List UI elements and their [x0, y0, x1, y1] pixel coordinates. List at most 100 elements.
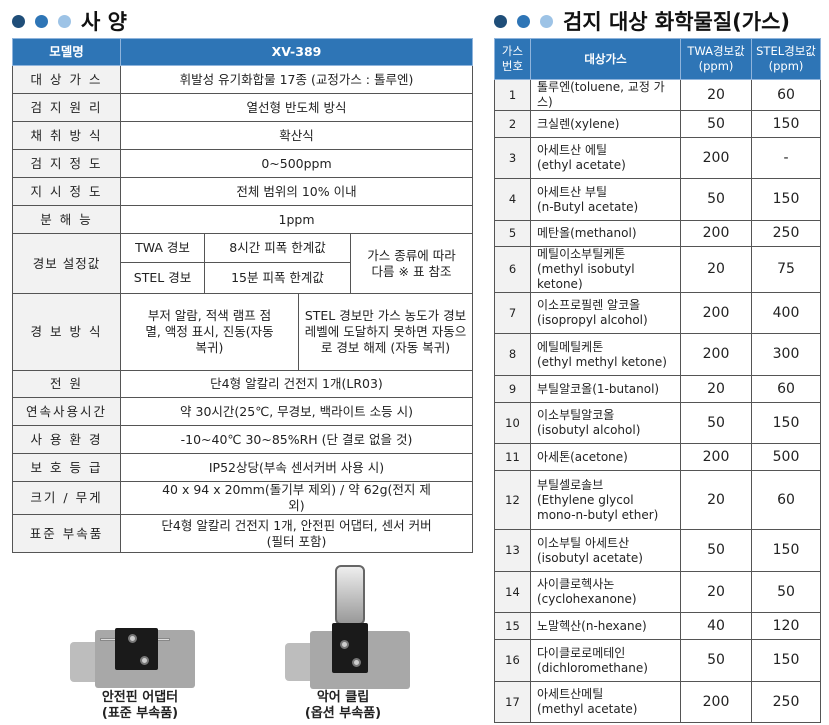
stel-value: 150 — [751, 110, 821, 138]
gas-row: 7 이소프로필렌 알코올 (isopropyl alcohol) 200 400 — [494, 292, 821, 334]
col-header-gas: 대상가스 — [530, 38, 681, 80]
twa-value: 40 — [680, 612, 752, 640]
spec-value: 약 30시간(25℃, 무경보, 백라이트 소등 시) — [120, 397, 473, 426]
dot-icon — [517, 14, 530, 28]
gas-name: 아세트산 에틸 (ethyl acetate) — [530, 137, 681, 179]
spec-title-text: 사 양 — [81, 10, 127, 34]
gas-name-ko: 에틸메틸케톤 — [537, 339, 604, 354]
spec-value: 휘발성 유기화합물 17종 (교정가스 : 톨루엔) — [120, 65, 473, 94]
gas-number: 14 — [494, 571, 531, 613]
spec-value: 확산식 — [120, 121, 473, 150]
spec-value: 0~500ppm — [120, 149, 473, 178]
gas-name-en: (n-Butyl acetate) — [537, 199, 639, 214]
gas-name-ko: 메탄올(methanol) — [537, 226, 637, 240]
dot-icon — [540, 14, 553, 28]
twa-value: 50 — [680, 402, 752, 444]
gas-name-en: (isobutyl alcohol) — [537, 423, 641, 437]
twa-value: 20 — [680, 571, 752, 613]
gas-number: 13 — [494, 529, 531, 572]
accessory-caption: 악어 클립 (옵션 부속품) — [304, 690, 382, 721]
spec-row: 지 시 정 도 전체 범위의 10% 이내 — [12, 177, 473, 206]
twa-value: 200 — [680, 292, 752, 334]
spec-label: 대 상 가 스 — [12, 65, 121, 94]
twa-value: 200 — [680, 443, 752, 471]
spec-label: 전 원 — [12, 370, 121, 398]
gas-number: 8 — [494, 333, 531, 376]
gas-name: 톨루엔(toluene, 교정 가스) — [530, 79, 681, 111]
spec-row: 분 해 능 1ppm — [12, 205, 473, 234]
spec-label: 지 시 정 도 — [12, 177, 121, 206]
gas-row: 4 아세트산 부틸 (n-Butyl acetate) 50 150 — [494, 178, 821, 221]
dot-icon — [12, 14, 25, 28]
gas-name-ko: 톨루엔(toluene, 교정 가스) — [537, 80, 665, 109]
gas-name-en: (methyl isobutyl ketone) — [537, 262, 635, 291]
gas-name-en: (isopropyl alcohol) — [537, 313, 648, 327]
twa-value: 50 — [680, 529, 752, 572]
stel-value: 120 — [751, 612, 821, 640]
spec-value: 단4형 알칼리 건전지 1개(LR03) — [120, 370, 473, 398]
spec-row: 전 원 단4형 알칼리 건전지 1개(LR03) — [12, 370, 473, 398]
gas-number: 15 — [494, 612, 531, 640]
gas-name-en: (cyclohexanone) — [537, 592, 637, 606]
spec-row: 검 지 정 도 0~500ppm — [12, 149, 473, 178]
gas-name: 메탄올(methanol) — [530, 220, 681, 247]
stel-value: 150 — [751, 178, 821, 221]
spec-value: IP52상당(부속 센서커버 사용 시) — [120, 453, 473, 482]
spec-label: 연속사용시간 — [12, 397, 121, 426]
stel-value: 500 — [751, 443, 821, 471]
gas-number: 6 — [494, 246, 531, 293]
stel-value: 150 — [751, 529, 821, 572]
gas-number: 7 — [494, 292, 531, 334]
gas-row: 12 부틸셀로솔브 (Ethylene glycol mono-n-butyl et… — [494, 470, 821, 530]
spec-row: 채 취 방 식 확산식 — [12, 121, 473, 150]
gas-name-ko: 이소프로필렌 알코올 — [537, 298, 641, 312]
gas-name-ko: 아세톤(acetone) — [537, 449, 628, 464]
gas-name: 노말헥산(n-hexane) — [530, 612, 681, 640]
gas-name: 이소부틸알코올 (isobutyl alcohol) — [530, 402, 681, 444]
gas-name: 부틸셀로솔브 (Ethylene glycol mono-n-butyl ethe… — [530, 470, 681, 530]
stel-value: 150 — [751, 639, 821, 682]
stel-value: 300 — [751, 333, 821, 376]
gas-name-ko: 이소부틸 아세트산 — [537, 535, 630, 550]
gas-row: 3 아세트산 에틸 (ethyl acetate) 200- — [494, 137, 821, 179]
gas-name: 아세트산메틸 (methyl acetate) — [530, 681, 681, 723]
gas-row: 16 다이클로로메테인 (dichloromethane) 50 150 — [494, 639, 821, 682]
stel-value: 50 — [751, 571, 821, 613]
spec-value: 열선형 반도체 방식 — [120, 93, 473, 122]
twa-value: 50 — [680, 639, 752, 682]
alarm-method-note: STEL 경보만 가스 농도가 경보 레벨에 도달하지 못하면 자동으로 경보 … — [298, 293, 473, 371]
gas-row: 2 크실렌(xylene) 50 150 — [494, 110, 821, 138]
dot-icon — [35, 14, 48, 28]
gas-row: 17 아세트산메틸 (methyl acetate) 200 250 — [494, 681, 821, 723]
gas-name: 아세트산 부틸 (n-Butyl acetate) — [530, 178, 681, 221]
gas-name-ko: 이소부틸알코올 — [537, 408, 615, 422]
spec-value: 전체 범위의 10% 이내 — [120, 177, 473, 206]
twa-value: 20 — [680, 375, 752, 403]
accessory-caption: 안전핀 어댑터 (표준 부속품) — [101, 690, 179, 721]
stel-value: 250 — [751, 220, 821, 247]
spec-title: 사 양 — [12, 6, 127, 36]
spec-label: 분 해 능 — [12, 205, 121, 234]
stel-value: - — [751, 137, 821, 179]
col-header-stel: STEL경보값 (ppm) — [751, 38, 821, 80]
gas-number: 4 — [494, 178, 531, 221]
alarm-method-label: 경 보 방 식 — [12, 293, 121, 371]
gas-row: 5 메탄올(methanol) 200 250 — [494, 220, 821, 247]
spec-value: -10~40℃ 30~85%RH (단 결로 없을 것) — [120, 425, 473, 454]
stel-label: STEL 경보 — [120, 262, 205, 294]
stel-value: 60 — [751, 375, 821, 403]
twa-label: TWA 경보 — [120, 233, 205, 263]
gas-name-ko: 크실렌(xylene) — [537, 116, 620, 131]
gas-name-ko: 부틸알코올(1-butanol) — [537, 381, 660, 396]
gas-name: 에틸메틸케톤 (ethyl methyl ketone) — [530, 333, 681, 376]
gas-name-ko: 다이클로로메테인 — [537, 645, 626, 660]
gas-name: 다이클로로메테인 (dichloromethane) — [530, 639, 681, 682]
gas-row: 10 이소부틸알코올 (isobutyl alcohol) 50 150 — [494, 402, 821, 444]
spec-row: 표준 부속품 단4형 알칼리 건전지 1개, 안전핀 어댑터, 센서 커버(필터 … — [12, 514, 473, 553]
gas-name-ko: 사이클로헥사논 — [537, 577, 615, 591]
twa-value: 200 — [680, 333, 752, 376]
gas-number: 11 — [494, 443, 531, 471]
spec-label: 크기 / 무게 — [12, 481, 121, 515]
stel-value: 15분 피폭 한계값 — [204, 262, 351, 294]
twa-value: 200 — [680, 220, 752, 247]
